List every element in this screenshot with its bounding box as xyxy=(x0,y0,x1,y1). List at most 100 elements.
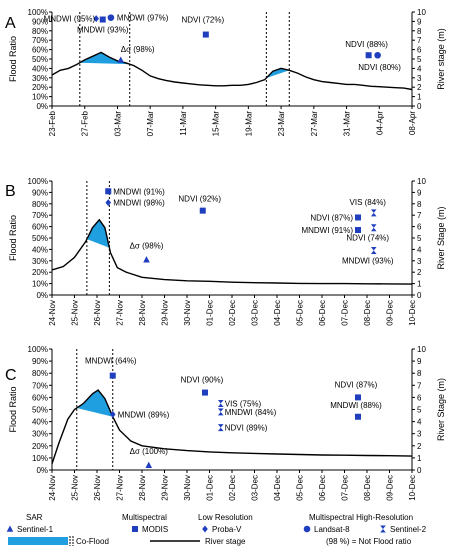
square-marker xyxy=(199,207,206,214)
x-tick-label: 03-Dec xyxy=(251,475,260,501)
y-tick-label: 30% xyxy=(32,430,48,439)
y2-tick-label: 2 xyxy=(417,442,422,451)
y-tick-label: 90% xyxy=(32,188,48,197)
y-tick-label: 10% xyxy=(32,93,48,102)
y-tick-label: 80% xyxy=(32,27,48,36)
y2-tick-label: 5 xyxy=(417,406,422,415)
square-marker xyxy=(355,413,361,420)
x-tick-label: 28-Nov xyxy=(138,300,147,326)
y-tick-label: 90% xyxy=(32,17,48,26)
x-tick-label: 25-Nov xyxy=(71,475,80,501)
y2-tick-label: 8 xyxy=(417,369,422,378)
observation-label: MNDWI (64%) xyxy=(85,357,137,366)
y2-tick-label: 7 xyxy=(417,211,422,220)
y-axis-title: Flood Ratio xyxy=(8,36,18,82)
x-tick-label: 04-Apr xyxy=(375,111,384,135)
y2-tick-label: 4 xyxy=(417,418,422,427)
y2-tick-label: 9 xyxy=(417,188,422,197)
y2-tick-label: 8 xyxy=(417,27,422,36)
observation-label: Δσ (98%) xyxy=(121,45,155,54)
observation-label: NDVI (80%) xyxy=(358,63,401,72)
legend-coflood-label: Co-Flood xyxy=(76,537,109,546)
x-tick-label: 19-Mar xyxy=(244,111,253,137)
x-tick-label: 06-Dec xyxy=(318,475,327,501)
y2-tick-label: 9 xyxy=(417,17,422,26)
panel-letter: B xyxy=(5,183,16,200)
y2-tick-label: 6 xyxy=(417,223,422,232)
x-tick-label: 02-Dec xyxy=(228,300,237,326)
x-tick-label: 27-Mar xyxy=(310,111,319,137)
observation-label: NDVI (72%) xyxy=(181,16,224,25)
x-tick-label: 05-Dec xyxy=(296,300,305,326)
legend-river-stage-label: River stage xyxy=(205,537,246,546)
observation-label: NDVI (89%) xyxy=(225,424,268,433)
x-tick-label: 26-Nov xyxy=(93,300,102,326)
x-tick-label: 31-Mar xyxy=(343,111,352,137)
panel-a: A 0%10%20%30%40%50%60%70%80%90%100% 012345… xyxy=(5,8,446,136)
triangle-marker xyxy=(6,525,14,532)
y2-tick-label: 3 xyxy=(417,74,422,83)
y-tick-label: 80% xyxy=(32,369,48,378)
observation-label: MNDWI (89%) xyxy=(118,410,170,419)
x-tick-label: 10-Dec xyxy=(408,300,417,326)
y-tick-label: 10% xyxy=(32,454,48,463)
y2-axis-title: River stage (m) xyxy=(436,28,446,90)
x-tick-label: 05-Dec xyxy=(296,475,305,501)
y2-tick-label: 0 xyxy=(417,291,422,300)
legend-multispectral-sensor: MODIS xyxy=(142,525,168,534)
legend-note: (98 %) = Not Flood ratio xyxy=(326,537,412,546)
y2-tick-label: 6 xyxy=(417,46,422,55)
y2-tick-label: 2 xyxy=(417,268,422,277)
y-tick-label: 70% xyxy=(32,36,48,45)
x-tick-label: 09-Dec xyxy=(386,475,395,501)
y-tick-label: 20% xyxy=(32,268,48,277)
hourglass-marker xyxy=(370,247,377,255)
square-marker xyxy=(355,394,361,401)
x-tick-label: 29-Nov xyxy=(161,475,170,501)
panel-letter: A xyxy=(5,15,16,32)
observation-label: MNDWI (91%) xyxy=(113,187,165,196)
square-marker xyxy=(365,52,372,59)
observation-label: VIS (75%) xyxy=(225,399,262,408)
y2-tick-label: 5 xyxy=(417,234,422,243)
x-tick-label: 24-Nov xyxy=(48,300,57,326)
square-marker xyxy=(132,526,138,532)
legend-multispectral-title: Multispectral xyxy=(122,513,167,522)
legend: SAR Sentinel-1 Multispectral MODIS Low Resol… xyxy=(6,513,427,546)
x-tick-label: 08-Dec xyxy=(363,475,372,501)
observation-label: MNDWI (93%) xyxy=(342,257,394,266)
x-tick-label: 07-Mar xyxy=(146,111,155,137)
x-tick-label: 26-Nov xyxy=(93,475,102,501)
x-tick-label: 28-Nov xyxy=(138,475,147,501)
y-axis-title: Flood Ratio xyxy=(8,215,18,261)
observation-label: NDVI (87%) xyxy=(335,380,378,389)
river-stage-line xyxy=(51,389,413,465)
y-tick-label: 50% xyxy=(32,406,48,415)
y-tick-label: 40% xyxy=(32,418,48,427)
observation-label: NDVI (74%) xyxy=(346,234,389,243)
y-tick-label: 100% xyxy=(28,8,48,17)
y-tick-label: 100% xyxy=(28,345,48,354)
observation-label: MNDWI (91%) xyxy=(301,226,353,235)
y-tick-label: 40% xyxy=(32,245,48,254)
observation-label: MNDWI (98%) xyxy=(113,199,165,208)
x-tick-label: 25-Nov xyxy=(71,300,80,326)
observation-label: Δσ (100%) xyxy=(130,447,169,456)
panel-c: C 0% 10% 20% 30% 40% 50% 60% 70% 80% 90% 100% 0 1 2 3 4 5… xyxy=(5,345,446,501)
y-tick-label: 30% xyxy=(32,74,48,83)
y-tick-label: 50% xyxy=(32,55,48,64)
y-tick-label: 20% xyxy=(32,442,48,451)
panel-b: B 0% 10% 20% 30% 40% 50% 60% 70% 80% 90% 100% 0 1 2 3 4 5… xyxy=(5,177,446,326)
y2-tick-label: 3 xyxy=(417,257,422,266)
x-tick-label: 07-Dec xyxy=(341,300,350,326)
square-marker xyxy=(202,31,209,38)
observation-label: Δσ (98%) xyxy=(130,242,164,251)
x-tick-label: 01-Dec xyxy=(206,300,215,326)
observation-label: NDVI (90%) xyxy=(181,376,224,385)
y-tick-label: 100% xyxy=(28,177,48,186)
triangle-marker xyxy=(117,56,125,63)
legend-coflood-swatch xyxy=(8,537,68,545)
coflood-area xyxy=(266,68,290,78)
x-tick-label: 10-Dec xyxy=(408,475,417,501)
y2-tick-label: 4 xyxy=(417,64,422,73)
